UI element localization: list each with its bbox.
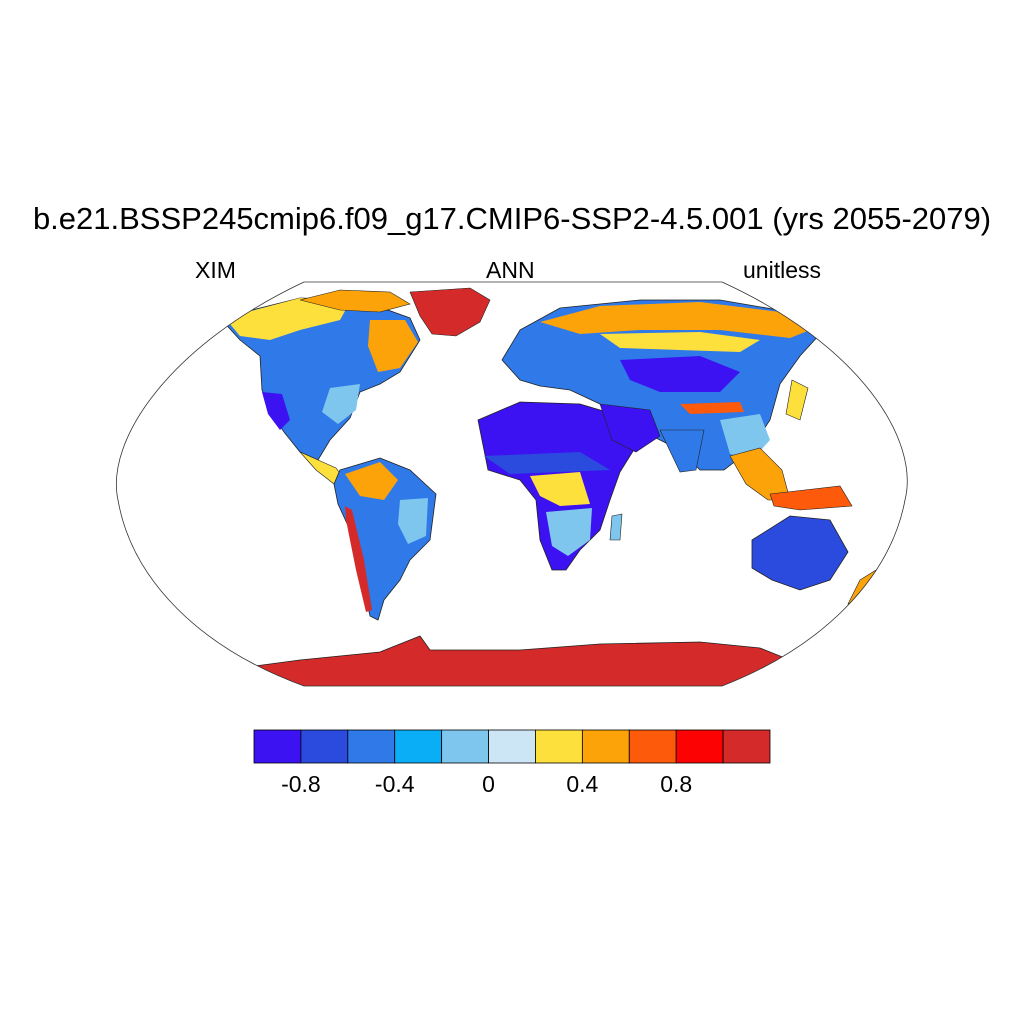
siberia-north [540,302,810,338]
colorbar-labels: -0.8 -0.4 0 0.4 0.8 [281,771,692,797]
japan [785,379,809,421]
colorbar-boxes [253,729,771,764]
indonesia [769,485,853,511]
colorbar-tick-label: -0.4 [375,771,415,797]
canadian-arctic-islands [299,289,411,313]
western-us [262,392,290,430]
colorbar-box [535,729,583,764]
land-masses [219,287,877,686]
colorbar-tick-label: 0.8 [660,771,692,797]
colorbar-box [722,729,771,764]
labrador-region [368,320,418,372]
siberia-mid [600,332,760,352]
units-label: unitless [743,257,821,283]
south-america-land [333,457,437,621]
colorbar-tick-label: 0 [482,771,495,797]
colorbar-tick-label: 0.4 [566,771,598,797]
andes-strip [345,506,372,612]
central-africa [530,472,590,506]
india [659,429,705,473]
brazil-east [398,498,428,544]
variable-label: XIM [195,257,236,283]
canada-north [225,298,350,340]
antarctica [229,635,801,686]
colorbar-box [628,729,677,764]
season-label: ANN [486,257,535,283]
plot-title: b.e21.BSSP245cmip6.f09_g17.CMIP6-SSP2-4.… [32,201,992,236]
colorbar-box [300,729,349,764]
colorbar-box [441,729,489,764]
arabian-peninsula [599,403,661,453]
colorbar-box [581,729,630,764]
russia-interior [620,356,740,392]
greenland [409,287,491,337]
colorbar-box [488,729,536,764]
map-boundary [116,281,908,687]
tibet-band [680,402,744,414]
sahel [484,452,610,474]
australia [751,515,849,591]
colorbar-box [253,729,302,764]
colorbar-box [675,729,724,764]
colorbar-box [347,729,396,764]
eastern-us [322,384,360,424]
southern-africa [546,508,592,556]
colorbar-tick-label: -0.8 [281,771,321,797]
colorbar-box [394,729,443,764]
madagascar [609,513,623,541]
northern-south-america [345,462,398,500]
